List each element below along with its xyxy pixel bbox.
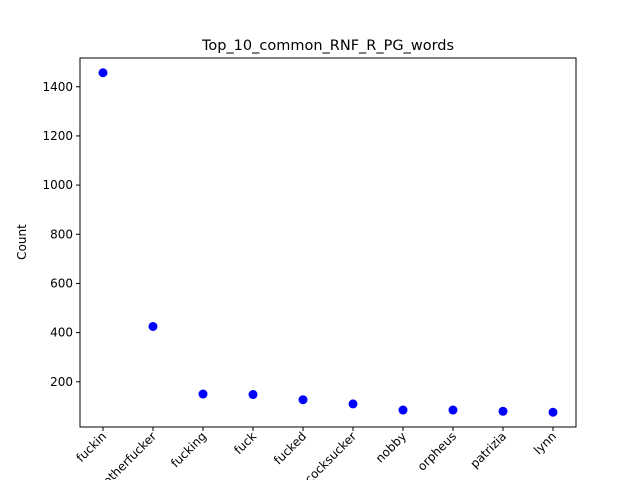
x-tick-label: fucking bbox=[168, 429, 209, 470]
data-point bbox=[98, 68, 108, 78]
y-tick-label: 800 bbox=[50, 227, 73, 241]
y-tick-label: 1200 bbox=[42, 129, 73, 143]
data-point bbox=[448, 405, 458, 415]
y-axis-label: Count bbox=[15, 224, 29, 260]
data-point bbox=[298, 395, 308, 405]
x-tick-label: orpheus bbox=[415, 429, 459, 473]
data-point bbox=[548, 407, 558, 417]
x-tick-label: patrizia bbox=[467, 429, 509, 471]
data-point bbox=[498, 406, 508, 416]
chart-title: Top_10_common_RNF_R_PG_words bbox=[201, 38, 454, 54]
y-tick-label: 600 bbox=[50, 276, 73, 290]
x-tick-label: lynn bbox=[531, 429, 559, 457]
data-point bbox=[348, 399, 358, 409]
y-tick-label: 1000 bbox=[42, 178, 73, 192]
y-axis-ticks: 200 400 600 800 1000 1200 1400 bbox=[42, 80, 80, 389]
data-point bbox=[248, 390, 258, 400]
x-tick-label: fuckin bbox=[74, 429, 110, 465]
x-tick-label: fuck bbox=[231, 429, 259, 457]
y-tick-label: 1400 bbox=[42, 80, 73, 94]
data-points bbox=[98, 68, 558, 417]
y-tick-label: 400 bbox=[50, 326, 73, 340]
plot-area-frame bbox=[79, 57, 577, 428]
data-point bbox=[148, 321, 158, 331]
x-tick-label: fucked bbox=[271, 429, 309, 467]
x-tick-label: nobby bbox=[373, 429, 409, 465]
data-point bbox=[398, 405, 408, 415]
y-tick-label: 200 bbox=[50, 375, 73, 389]
x-tick-label: cocksucker bbox=[302, 429, 359, 480]
data-point bbox=[198, 389, 208, 399]
